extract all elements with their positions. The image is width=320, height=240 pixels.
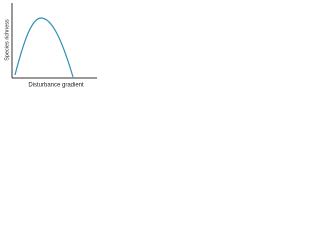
y-axis-label: Species richness [4, 19, 10, 61]
background [0, 0, 100, 92]
page: Species richness Disturbance gradient ((… [0, 0, 100, 92]
x-axis-label: Disturbance gradient [28, 83, 84, 89]
curve [14, 17, 74, 78]
diagram: Species richness Disturbance gradient [0, 0, 100, 92]
